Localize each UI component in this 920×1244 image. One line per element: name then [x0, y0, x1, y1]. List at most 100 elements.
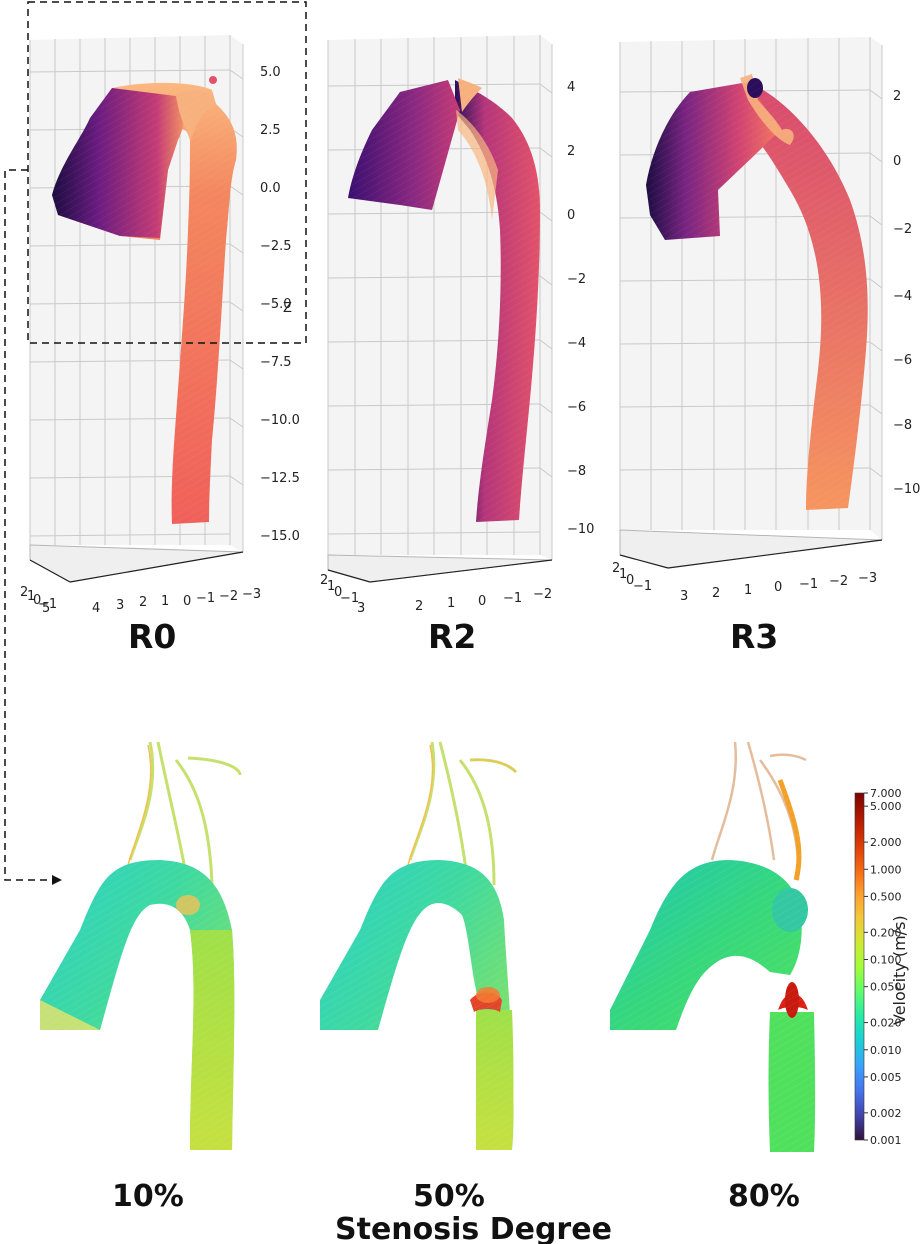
r0-z-axis-label: Z [283, 301, 292, 316]
colorbar-tick-label: 0.050 [870, 981, 902, 994]
r3-z-tick: −2 [893, 222, 912, 237]
r2-y-tick: 2 [320, 573, 328, 588]
r3-z-ticks: 2 0 −2 −4 −6 −8 −10 [893, 89, 920, 497]
r3-z-tick: 0 [893, 154, 901, 169]
r3-y-tick: −1 [633, 579, 652, 594]
r3-x-tick: −1 [799, 577, 818, 592]
r2-x-tick: 3 [357, 601, 365, 616]
r0-x-tick: −2 [219, 589, 238, 604]
stenosis-label-80: 80% [728, 1179, 800, 1214]
r3-z-tick: 2 [893, 89, 901, 104]
r0-x-tick: 1 [161, 594, 169, 609]
r2-aorta-mesh [345, 78, 545, 526]
r3-x-tick: 0 [774, 580, 782, 595]
r3-x-tick: −2 [829, 574, 848, 589]
r2-y-tick: −1 [340, 591, 359, 606]
colorbar-tick-label: 0.500 [870, 890, 902, 903]
r3-z-tick: −10 [893, 482, 920, 497]
r0-y-tick: 0 [33, 593, 41, 608]
r2-z-tick: −4 [567, 336, 586, 351]
r3-x-tick: 3 [680, 589, 688, 604]
r2-z-tick: 4 [567, 80, 575, 95]
panel-label-r2: R2 [428, 617, 476, 656]
r0-z-tick: −5.0 [260, 297, 292, 312]
r0-x-tick: 4 [92, 601, 100, 616]
r2-z-tick: −2 [567, 272, 586, 287]
r0-x-tick: 3 [116, 598, 124, 613]
r0-x-tick: −1 [196, 591, 215, 606]
r0-z-tick: −2.5 [260, 239, 292, 254]
r3-y-tick: 0 [626, 573, 634, 588]
r3-y-ticks: 2 1 0 −1 [612, 561, 652, 594]
colorbar-gradient [854, 792, 865, 1141]
r3-z-tick: −8 [893, 418, 912, 433]
r0-y-ticks: 2 1 0 −1 [20, 585, 57, 612]
streamlines-10 [38, 741, 242, 1152]
r2-y-ticks: 2 1 0 −1 [320, 573, 359, 606]
colorbar-tick-label: 0.010 [870, 1044, 902, 1057]
r3-y-tick: 2 [612, 561, 620, 576]
stenosis-axis-caption: Stenosis Degree [335, 1212, 612, 1244]
r0-x-tick: 5 [42, 601, 50, 616]
r2-z-tick: 0 [567, 208, 575, 223]
r3-z-tick: −4 [893, 289, 912, 304]
r2-y-tick: 1 [327, 579, 335, 594]
colorbar-tick-label: 1.000 [870, 863, 902, 876]
panel-label-r3: R3 [730, 617, 778, 656]
streamlines-50 [318, 741, 518, 1152]
stenosis-label-10: 10% [112, 1179, 184, 1214]
panel-r2: 4 2 0 −2 −4 −6 −8 −10 3 2 1 0 −1 −2 2 1 … [320, 35, 594, 656]
r2-y-tick: 0 [334, 585, 342, 600]
r0-z-ticks: 5.0 2.5 0.0 −2.5 −5.0 −7.5 −10.0 −12.5 −… [260, 65, 300, 544]
r3-aorta-mesh [642, 74, 872, 514]
r0-x-tick: 2 [139, 595, 147, 610]
r0-z-tick: 2.5 [260, 123, 281, 138]
r0-aorta-mesh [52, 76, 242, 528]
r0-y-tick: 2 [20, 585, 28, 600]
r2-x-tick: −2 [533, 587, 552, 602]
r3-x-ticks: 3 2 1 0 −1 −2 −3 [680, 571, 877, 604]
r0-z-tick: −12.5 [260, 471, 300, 486]
r0-x-ticks: 5 4 3 2 1 0 −1 −2 −3 [42, 587, 261, 616]
r2-x-tick: 1 [447, 596, 455, 611]
r0-z-tick: −7.5 [260, 355, 292, 370]
r2-x-tick: 0 [478, 594, 486, 609]
colorbar-tick-label: 7.000 [870, 787, 902, 800]
r2-z-tick: −8 [567, 464, 586, 479]
r0-z-tick: 5.0 [260, 65, 281, 80]
stenosis-label-50: 50% [413, 1179, 485, 1214]
colorbar-tick-label: 0.002 [870, 1107, 902, 1120]
colorbar-tick-label: 0.100 [870, 954, 902, 967]
r2-x-tick: 2 [415, 599, 423, 614]
r2-z-tick: −6 [567, 400, 586, 415]
r3-y-tick: 1 [619, 567, 627, 582]
r2-z-ticks: 4 2 0 −2 −4 −6 −8 −10 [567, 80, 594, 537]
r3-x-tick: 1 [744, 583, 752, 598]
colorbar-tick-label: 5.000 [870, 800, 902, 813]
zoom-region-box [27, 1, 307, 344]
colorbar-tick-label: 2.000 [870, 836, 902, 849]
r0-z-tick: −15.0 [260, 529, 300, 544]
r0-z-tick: 0.0 [260, 181, 281, 196]
r3-x-tick: −3 [858, 571, 877, 586]
r3-z-tick: −6 [893, 353, 912, 368]
colorbar-tick-label: 0.001 [870, 1134, 902, 1147]
r0-y-tick: 1 [27, 589, 35, 604]
colorbar-title: Velocity (m/s) [890, 915, 909, 1025]
r3-x-tick: 2 [712, 586, 720, 601]
zoom-connector-line [4, 169, 52, 881]
r2-z-tick: 2 [567, 144, 575, 159]
r0-z-tick: −10.0 [260, 413, 300, 428]
r2-x-tick: −1 [503, 591, 522, 606]
colorbar-tick-label: 0.200 [870, 926, 902, 939]
panel-label-r0: R0 [128, 617, 176, 656]
r0-x-tick: 0 [183, 594, 191, 609]
r0-x-tick: −3 [242, 587, 261, 602]
r2-z-tick: −10 [567, 522, 594, 537]
r2-x-ticks: 3 2 1 0 −1 −2 [357, 587, 552, 616]
panel-r3: 2 0 −2 −4 −6 −8 −10 3 2 1 0 −1 −2 −3 2 1… [612, 37, 920, 656]
colorbar-tick-label: 0.005 [870, 1071, 902, 1084]
